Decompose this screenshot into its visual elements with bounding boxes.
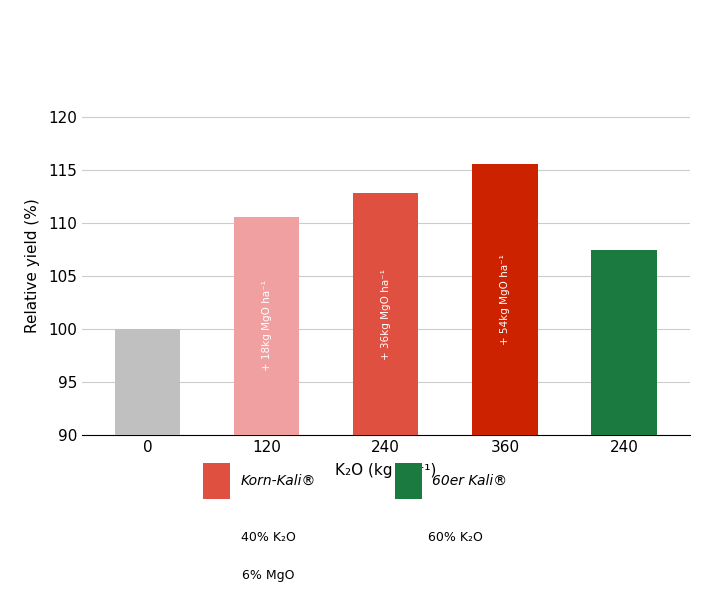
X-axis label: K₂O (kg ha⁻¹): K₂O (kg ha⁻¹) xyxy=(335,463,437,478)
Text: (supply of nitrogen (N) and phosphorus (P₂O₅) kept constant): (supply of nitrogen (N) and phosphorus (… xyxy=(77,65,634,80)
Text: Korn-Kali®: Korn-Kali® xyxy=(240,474,316,488)
Text: 60% K₂O: 60% K₂O xyxy=(427,531,483,544)
Bar xyxy=(395,463,422,499)
Text: 6% MgO: 6% MgO xyxy=(242,569,294,582)
Bar xyxy=(592,250,657,435)
Text: 60er Kali®: 60er Kali® xyxy=(432,474,508,488)
Y-axis label: Relative yield (%): Relative yield (%) xyxy=(25,198,40,333)
Bar xyxy=(114,329,180,435)
Text: 40% K₂O: 40% K₂O xyxy=(241,531,296,544)
Text: + 36kg MgO ha⁻¹: + 36kg MgO ha⁻¹ xyxy=(380,269,391,359)
Text: + 54kg MgO ha⁻¹: + 54kg MgO ha⁻¹ xyxy=(500,254,510,345)
Bar xyxy=(203,463,230,499)
Text: + 18kg MgO ha⁻¹: + 18kg MgO ha⁻¹ xyxy=(262,280,272,371)
Bar xyxy=(353,193,419,435)
Bar xyxy=(472,164,538,435)
Text: Effect of increased K and Mg fertilisation on yield of maize silage: Effect of increased K and Mg fertilisati… xyxy=(60,27,651,42)
Bar xyxy=(234,217,299,435)
